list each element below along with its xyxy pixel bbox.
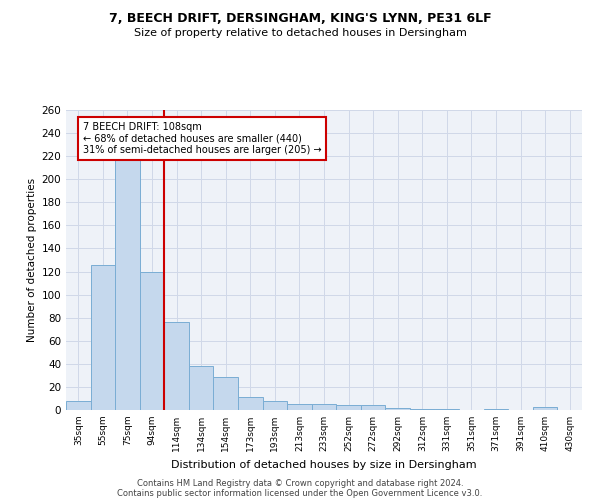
Bar: [336, 406, 361, 410]
Bar: [312, 404, 336, 410]
Bar: [361, 406, 385, 410]
Bar: [91, 264, 115, 410]
Text: 7, BEECH DRIFT, DERSINGHAM, KING'S LYNN, PE31 6LF: 7, BEECH DRIFT, DERSINGHAM, KING'S LYNN,…: [109, 12, 491, 26]
Bar: [434, 409, 459, 410]
Bar: [385, 408, 410, 410]
Bar: [140, 272, 164, 410]
Bar: [238, 398, 263, 410]
Text: Contains HM Land Registry data © Crown copyright and database right 2024.: Contains HM Land Registry data © Crown c…: [137, 478, 463, 488]
X-axis label: Distribution of detached houses by size in Dersingham: Distribution of detached houses by size …: [171, 460, 477, 469]
Bar: [115, 158, 140, 410]
Y-axis label: Number of detached properties: Number of detached properties: [27, 178, 37, 342]
Bar: [484, 409, 508, 410]
Bar: [164, 322, 189, 410]
Text: Contains public sector information licensed under the Open Government Licence v3: Contains public sector information licen…: [118, 488, 482, 498]
Bar: [410, 409, 434, 410]
Bar: [263, 401, 287, 410]
Bar: [287, 404, 312, 410]
Bar: [66, 401, 91, 410]
Bar: [533, 406, 557, 410]
Bar: [189, 366, 214, 410]
Text: 7 BEECH DRIFT: 108sqm
← 68% of detached houses are smaller (440)
31% of semi-det: 7 BEECH DRIFT: 108sqm ← 68% of detached …: [83, 122, 322, 154]
Bar: [214, 376, 238, 410]
Text: Size of property relative to detached houses in Dersingham: Size of property relative to detached ho…: [134, 28, 466, 38]
